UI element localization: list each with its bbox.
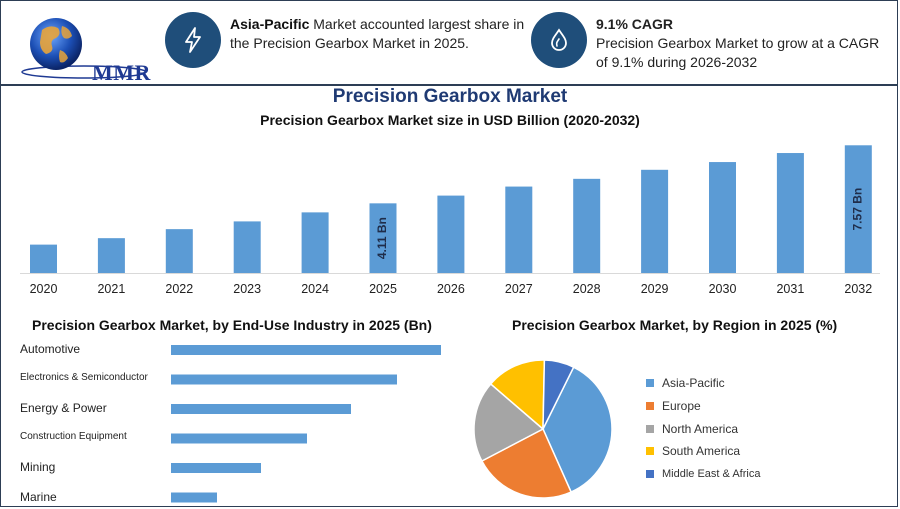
bar-2031 — [776, 153, 804, 273]
end-use-bar — [171, 345, 441, 355]
legend-label: Asia-Pacific — [662, 376, 725, 391]
region-share-text: Market accounted largest share in the Pr… — [230, 16, 525, 51]
legend-swatch — [646, 379, 654, 388]
globe-icon — [21, 18, 147, 79]
bar-2026 — [437, 195, 465, 273]
x-tick-label: 2027 — [505, 282, 533, 296]
x-tick-label: 2022 — [165, 282, 193, 296]
cagr-text: Precision Gearbox Market to grow at a CA… — [596, 35, 880, 70]
mmr-logo: MMR — [18, 12, 150, 85]
end-use-chart-title: Precision Gearbox Market, by End-Use Ind… — [32, 317, 432, 333]
legend-swatch — [646, 402, 654, 411]
cagr-info: 9.1% CAGR Precision Gearbox Market to gr… — [596, 15, 886, 72]
bar-2025 — [369, 203, 397, 273]
bar-data-label: 7.57 Bn — [850, 188, 864, 231]
end-use-bar — [171, 463, 261, 473]
bar-2020 — [30, 244, 57, 273]
region-share-info: Asia-Pacific Market accounted largest sh… — [230, 15, 525, 53]
end-use-label: Mining — [20, 460, 56, 474]
legend-label: North America — [662, 421, 739, 436]
x-tick-label: 2030 — [709, 282, 737, 296]
end-use-label: Energy & Power — [20, 401, 107, 415]
x-tick-label: 2028 — [573, 282, 601, 296]
logo-text: MMR — [92, 60, 151, 85]
bar-data-label: 4.11 Bn — [375, 217, 389, 259]
bar-2029 — [641, 169, 669, 273]
legend-item: Asia-Pacific — [646, 372, 760, 395]
x-tick-label: 2031 — [776, 282, 804, 296]
end-use-bar — [171, 433, 307, 444]
bar-2022 — [165, 229, 193, 273]
end-use-bar — [171, 404, 351, 414]
end-use-bar — [171, 374, 397, 385]
x-tick-label: 2024 — [301, 282, 329, 296]
bar-2028 — [573, 178, 601, 273]
end-use-label: Construction Equipment — [20, 430, 127, 442]
legend-item: Middle East & Africa — [646, 463, 760, 486]
pie-slice — [542, 360, 575, 430]
bar-2027 — [505, 186, 533, 273]
market-size-bar-chart: 2020 2021 2022 2023 2024 2025 2026 2027 2028 2029… — [20, 145, 880, 296]
bar-2024 — [301, 212, 329, 273]
lightning-icon — [165, 12, 221, 68]
legend-swatch — [646, 424, 654, 433]
end-use-label: Marine — [20, 489, 57, 504]
legend-label: Middle East & Africa — [662, 468, 761, 481]
chart-subtitle: Precision Gearbox Market size in USD Bil… — [260, 112, 640, 128]
region-share-highlight: Asia-Pacific — [230, 16, 310, 32]
legend-label: Europe — [662, 399, 701, 414]
legend-swatch — [646, 447, 654, 456]
end-use-bar-chart — [171, 345, 441, 503]
end-use-bar — [171, 492, 217, 503]
pie-slice — [473, 382, 545, 463]
region-legend: Asia-Pacific Europe North America South Ame… — [646, 372, 760, 485]
legend-label: South America — [662, 444, 741, 459]
growth-icon — [531, 12, 587, 68]
cagr-title: 9.1% CAGR — [596, 16, 674, 32]
pie-slice — [480, 427, 573, 498]
header-divider — [0, 84, 898, 86]
bar-2023 — [233, 221, 261, 273]
x-tick-label: 2026 — [437, 282, 465, 296]
x-tick-label: 2032 — [844, 282, 872, 296]
x-tick-label: 2025 — [369, 282, 397, 296]
legend-item: Europe — [646, 395, 760, 418]
x-tick-label: 2029 — [641, 282, 669, 296]
bar-2030 — [709, 162, 736, 273]
legend-item: North America — [646, 417, 760, 440]
page-title: Precision Gearbox Market — [332, 86, 568, 107]
x-tick-label: 2020 — [30, 282, 58, 296]
end-use-label: Automotive — [20, 342, 81, 356]
x-tick-label: 2023 — [233, 282, 261, 296]
pie-slice — [489, 360, 546, 431]
end-use-label: Electronics & Semiconductor — [20, 371, 148, 383]
region-pie-chart — [473, 360, 613, 498]
bar-2032 — [844, 145, 872, 273]
pie-slice — [542, 366, 613, 494]
x-tick-label: 2021 — [97, 282, 125, 296]
region-chart-title: Precision Gearbox Market, by Region in 2… — [512, 317, 838, 333]
bar-2021 — [97, 238, 125, 273]
legend-item: South America — [646, 440, 760, 463]
legend-swatch — [646, 470, 654, 479]
